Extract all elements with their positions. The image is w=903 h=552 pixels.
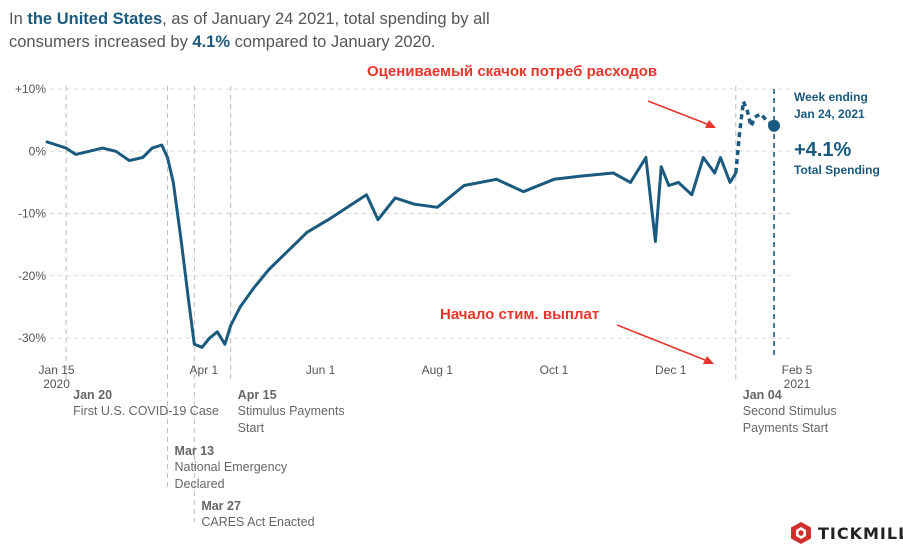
x-tick-label: Apr 1 [190,363,219,377]
series-line-estimated [734,99,776,174]
tickmill-logo-text: TICKMILL [818,523,903,543]
event-date-label: Jan 20 [73,388,112,402]
end-point-marker [768,119,781,132]
headline: In the United States, as of January 24 2… [9,10,490,51]
event-lines [65,86,775,522]
x-tick-label: 2021 [784,377,811,391]
annotation-stimulus-arrow [616,324,714,364]
grid-layer [50,88,790,339]
annotation-spike: Оцениваемый скачок потреб расходов [367,63,657,80]
callout-week-line2: Jan 24, 2021 [794,107,865,121]
annotation-spike-arrow [647,100,716,128]
x-tick-label: Dec 1 [655,363,687,377]
y-tick-label: -10% [18,207,46,221]
annotation-stimulus: Начало стим. выплат [440,306,599,323]
event-desc-label: CARES Act Enacted [201,515,314,529]
headline-change: 4.1% [192,33,231,51]
callout-value: +4.1% [794,139,851,161]
x-tick-label: Aug 1 [422,363,454,377]
callout-week-line1: Week ending [794,90,868,104]
event-desc-label: National Emergency [175,460,288,474]
event-desc-label: Declared [175,477,225,491]
y-tick-label: 0% [29,144,47,158]
series-line-total-spending [45,140,738,349]
event-desc-label: Second Stimulus [743,404,837,418]
y-tick-label: -20% [18,269,46,283]
x-tick-label: 2020 [43,377,70,391]
x-tick-label: Oct 1 [540,363,569,377]
event-desc-label: Start [238,421,265,435]
x-tick-label: Jun 1 [306,363,336,377]
event-date-label: Mar 13 [175,444,215,458]
event-date-label: Apr 15 [238,388,277,402]
event-desc-label: Payments Start [743,421,829,435]
event-date-label: Jan 04 [743,388,782,402]
x-tick-label: Jan 15 [39,363,75,377]
tickmill-logo-icon [791,522,811,544]
y-tick-label: +10% [15,82,46,96]
tickmill-logo: TICKMILL [790,520,903,546]
callout-label: Total Spending [794,163,880,177]
event-date-label: Mar 27 [201,499,241,513]
event-desc-label: Stimulus Payments [238,404,345,418]
event-desc-label: First U.S. COVID-19 Case [73,404,219,418]
x-tick-label: Feb 5 [782,363,813,377]
headline-region: the United States [27,10,163,28]
y-tick-label: -30% [18,331,46,345]
series-layer [45,99,781,349]
